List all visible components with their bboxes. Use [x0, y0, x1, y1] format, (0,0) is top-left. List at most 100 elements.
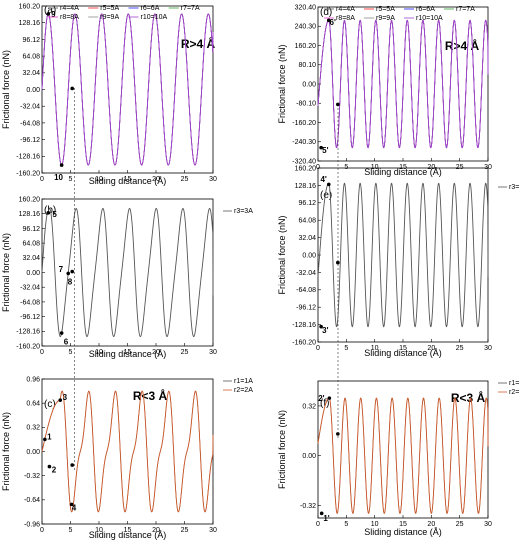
- legend-entry: r5=5A: [100, 5, 119, 12]
- y-tick-label: -160.20: [16, 343, 40, 350]
- point-annotation: 8: [68, 278, 73, 287]
- y-tick-label: 160.20: [295, 43, 317, 50]
- x-tick-label: 25: [181, 527, 189, 534]
- y-tick-label: -32.04: [20, 104, 40, 111]
- y-tick-label: 160.20: [19, 196, 41, 203]
- point-annotation: 4: [72, 503, 77, 512]
- y-tick-label: 80.10: [298, 62, 316, 69]
- x-tick-label: 10: [371, 521, 379, 528]
- y-tick-label: -64.08: [20, 299, 40, 306]
- legend: r4=4A r5=5A r6=6A r7=7A r8=8A r9=9A r10=10A: [48, 5, 200, 21]
- legend-entry: r4=4A: [60, 5, 79, 12]
- series-line-1: [317, 182, 489, 328]
- marked-point: [43, 437, 47, 442]
- y-tick-label: -0.32: [300, 503, 316, 510]
- y-tick-label: 96.12: [22, 37, 40, 44]
- series-line-1: [41, 208, 214, 337]
- panel-label: (f): [320, 398, 329, 409]
- y-tick-label: -96.12: [20, 137, 40, 144]
- y-tick-label: 64.08: [298, 218, 316, 225]
- point-annotation: 9: [51, 10, 56, 19]
- x-tick-label: 10: [371, 164, 379, 171]
- panel-e: 160.20 128.16 96.12 64.08 32.04 0.00 -32.04 -64…: [277, 165, 519, 358]
- y-tick-label: 160.20: [295, 165, 317, 172]
- x-tick-label: 30: [209, 527, 217, 534]
- marked-point: [59, 331, 64, 335]
- series-line-2: [317, 397, 489, 514]
- x-tick-label: 0: [316, 164, 320, 171]
- y-tick-label: -160.20: [16, 170, 40, 177]
- marked-point: [319, 511, 324, 516]
- y-tick-label: -160.20: [292, 339, 316, 346]
- x-tick-label: 20: [427, 345, 435, 352]
- region-label: R<3 Å: [133, 388, 168, 403]
- series-line-2: [41, 390, 214, 513]
- y-tick-label: 0.00: [302, 252, 316, 259]
- plot-frame: [41, 5, 214, 174]
- x-tick-label: 30: [484, 521, 492, 528]
- marked-point: [336, 102, 340, 107]
- legend: r1=1A r2=2A: [223, 378, 253, 394]
- y-tick-label: 32.04: [298, 235, 316, 242]
- marked-point: [59, 163, 64, 167]
- x-tick-label: 15: [399, 521, 407, 528]
- legend-entry: r2=2A: [509, 389, 519, 396]
- series-line-7: [317, 19, 489, 149]
- y-tick-label: -0.96: [24, 521, 40, 528]
- y-axis-label: Frictional force (nN): [277, 410, 287, 489]
- x-tick-label: 5: [344, 521, 348, 528]
- x-axis-label: Sliding distance (Å): [364, 348, 442, 358]
- point-annotation: 4': [320, 175, 326, 184]
- y-tick-label: 0.00: [302, 453, 316, 460]
- x-tick-label: 20: [152, 527, 160, 534]
- marked-point: [47, 464, 52, 469]
- point-annotation: 5: [52, 210, 57, 219]
- panel-f: 0.32 0.00 -0.32 0 5 10 15 20 25 30 Sliding distanc…: [277, 380, 519, 537]
- point-annotation: 6': [330, 18, 336, 27]
- legend-entry: r1=1A: [509, 380, 519, 387]
- point-annotation: 2': [318, 394, 324, 403]
- x-tick-label: 20: [152, 349, 160, 356]
- marked-point: [336, 260, 340, 265]
- y-axis-label: Frictional force (nN): [277, 44, 287, 123]
- x-tick-label: 20: [152, 176, 160, 183]
- x-tick-label: 30: [209, 176, 217, 183]
- legend-entry: r4=4A: [336, 6, 355, 13]
- y-tick-label: -128.16: [16, 329, 40, 336]
- y-tick-label: 0.32: [26, 425, 40, 432]
- marked-point: [319, 324, 323, 329]
- panel-label: (a): [44, 5, 56, 16]
- y-axis-label: Frictional force (nN): [1, 233, 11, 312]
- region-label: R<3 Å: [451, 390, 486, 405]
- y-tick-label: -64.08: [20, 120, 40, 127]
- marked-point: [327, 396, 332, 400]
- y-tick-label: 128.16: [19, 211, 41, 218]
- x-tick-label: 5: [69, 176, 73, 183]
- panel-label: (c): [44, 399, 56, 410]
- x-tick-label: 25: [456, 345, 464, 352]
- y-tick-label: -320.40: [292, 158, 316, 165]
- x-tick-label: 0: [40, 176, 44, 183]
- point-annotation: 3: [63, 393, 68, 402]
- point-annotation: 10: [54, 173, 63, 182]
- legend: r4=4A r5=5A r6=6A r7=7A r8=8A r9=9A r10=10A: [324, 6, 475, 22]
- marked-point: [326, 182, 331, 187]
- marked-point: [46, 12, 51, 16]
- legend: r1=1A r2=2A: [498, 380, 519, 396]
- y-axis-label: Frictional force (nN): [1, 50, 11, 129]
- x-tick-label: 15: [399, 164, 407, 171]
- x-tick-label: 25: [456, 164, 464, 171]
- marked-point: [70, 463, 75, 467]
- y-tick-label: -0.64: [24, 497, 40, 504]
- marked-point: [70, 86, 75, 91]
- panel-c: 0.96 0.64 0.32 0.00 -0.32 -0.64 -0.960 5 10 15 20 2…: [1, 376, 253, 540]
- x-tick-label: 10: [95, 527, 103, 534]
- marked-point: [319, 145, 323, 150]
- y-axis-label: Frictional force (nN): [1, 412, 11, 491]
- x-tick-label: 10: [371, 345, 379, 352]
- x-tick-label: 15: [124, 349, 132, 356]
- marked-point: [66, 271, 71, 276]
- legend-entry: r9=9A: [376, 15, 395, 22]
- x-tick-label: 5: [69, 527, 73, 534]
